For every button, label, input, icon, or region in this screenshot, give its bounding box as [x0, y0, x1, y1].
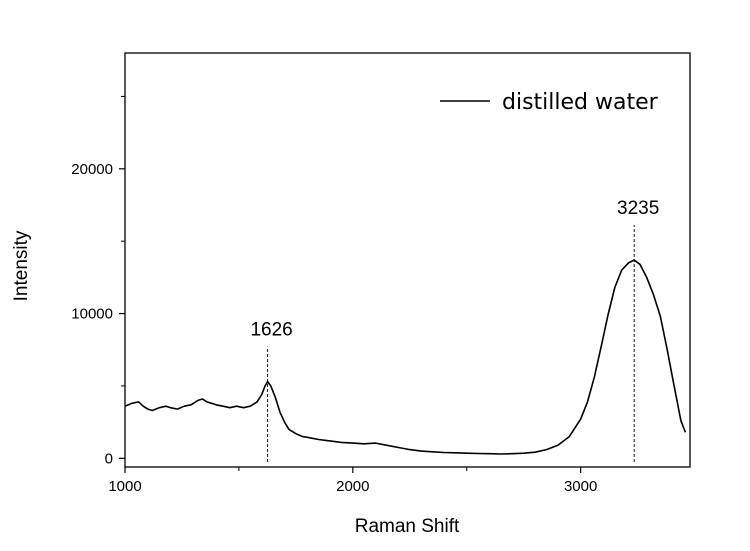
- peak-annotations: 1626 3235: [250, 198, 659, 462]
- legend: distilled water: [440, 90, 659, 115]
- y-tick-label: 20000: [71, 161, 113, 178]
- axis-ticks: 1000 2000 3000 0 10000 20000: [71, 95, 597, 495]
- x-axis-title: Raman Shift: [355, 516, 460, 537]
- x-tick-label: 3000: [564, 478, 597, 495]
- peak-label: 1626: [250, 320, 292, 341]
- y-tick-label: 10000: [71, 306, 113, 323]
- plot-area-frame: [124, 52, 691, 468]
- x-tick-label: 1000: [108, 478, 141, 495]
- y-axis-title: Intensity: [11, 230, 32, 301]
- series-line-distilled-water: [124, 259, 687, 455]
- x-tick-label: 2000: [336, 478, 369, 495]
- y-tick-label: 0: [105, 450, 113, 467]
- legend-label: distilled water: [502, 90, 659, 115]
- peak-label: 3235: [617, 198, 659, 219]
- series-lines: [124, 259, 687, 455]
